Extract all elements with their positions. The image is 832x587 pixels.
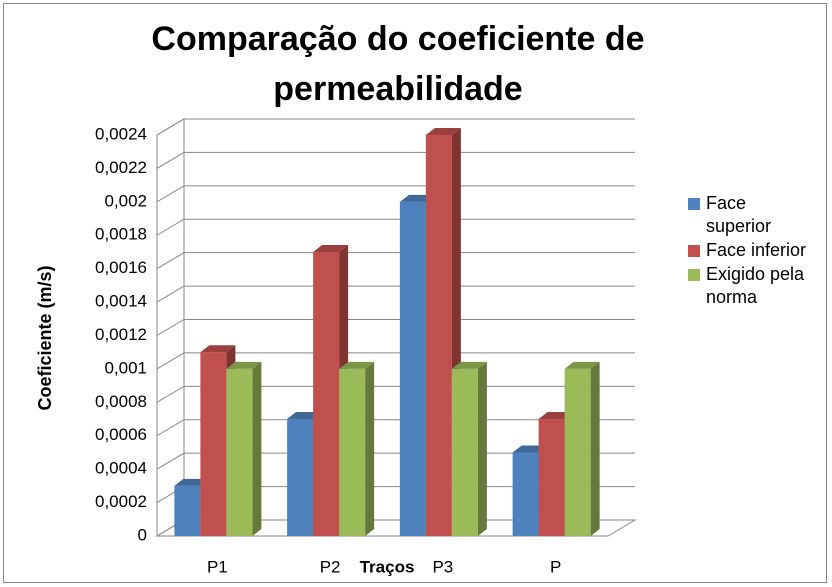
- bar-front: [226, 368, 253, 536]
- legend-label: Face superior: [706, 193, 772, 236]
- y-tick-label: 0,0008: [95, 392, 147, 411]
- y-tick-label: 0,0022: [95, 158, 147, 177]
- legend-swatch: [688, 198, 700, 210]
- legend-item: Exigido pela norma: [688, 263, 816, 309]
- bar-top: [226, 361, 262, 369]
- legend-item: Face superior: [688, 192, 816, 238]
- y-tick-label: 0,0002: [95, 492, 147, 511]
- bar: [226, 361, 262, 536]
- bar-top: [339, 361, 375, 369]
- bar-top: [451, 361, 487, 369]
- bar-side: [365, 361, 375, 536]
- legend-swatch: [688, 245, 700, 257]
- x-tick-label: P: [550, 557, 561, 576]
- x-tick-label: P3: [432, 557, 453, 576]
- legend-label: Face inferior: [706, 240, 807, 260]
- grid-line: [156, 118, 635, 136]
- bar-front: [425, 135, 452, 536]
- y-tick-label: 0,001: [104, 358, 147, 377]
- bar-front: [451, 368, 478, 536]
- y-tick-label: 0,0004: [95, 459, 147, 478]
- y-tick-label: 0,0006: [95, 425, 147, 444]
- bar-front: [174, 485, 201, 536]
- bar-front: [339, 368, 366, 536]
- y-tick-label: 0,0014: [95, 292, 147, 311]
- grid-line: [156, 151, 635, 169]
- bar-front: [313, 251, 340, 537]
- bar-side: [590, 361, 600, 536]
- legend-item: Face inferior: [688, 239, 816, 262]
- bar-top: [200, 345, 236, 353]
- y-tick-label: 0,0016: [95, 258, 147, 277]
- bar-front: [564, 368, 591, 536]
- bar-front: [538, 419, 565, 536]
- x-tick-label: P1: [207, 557, 228, 576]
- grid-line: [156, 285, 635, 303]
- bar: [564, 361, 600, 536]
- y-tick-label: 0,002: [104, 191, 147, 210]
- bar-top: [313, 244, 349, 252]
- bar-top: [564, 361, 600, 369]
- bar-front: [512, 452, 539, 536]
- grid-line: [156, 218, 635, 236]
- y-axis-title: Coeficiente (m/s): [35, 265, 55, 410]
- bar: [339, 361, 375, 536]
- y-tick-label: 0,0018: [95, 225, 147, 244]
- legend-label: Exigido pela norma: [706, 264, 805, 307]
- bar-top: [425, 128, 461, 135]
- bar-front: [399, 201, 426, 537]
- grid-line: [156, 319, 635, 336]
- x-axis-title: Traços: [360, 557, 415, 576]
- bar-front: [200, 352, 227, 536]
- bar: [451, 361, 487, 536]
- y-tick-label: 0: [138, 525, 147, 544]
- y-tick-label: 0,0012: [95, 325, 147, 344]
- legend: Face superior Face inferior Exigido pela n…: [688, 192, 816, 310]
- legend-swatch: [688, 269, 700, 281]
- grid-line: [156, 352, 635, 370]
- x-tick-label: P2: [320, 557, 341, 576]
- bar-side: [477, 361, 487, 536]
- y-tick-label: 0,0024: [95, 124, 147, 143]
- bar: [313, 244, 349, 537]
- grid-line: [156, 252, 635, 270]
- chart-title: Comparação do coeficiente de permeabilid…: [151, 20, 645, 108]
- bar-side: [252, 361, 262, 536]
- grid-line: [156, 185, 635, 203]
- bar-front: [287, 419, 314, 536]
